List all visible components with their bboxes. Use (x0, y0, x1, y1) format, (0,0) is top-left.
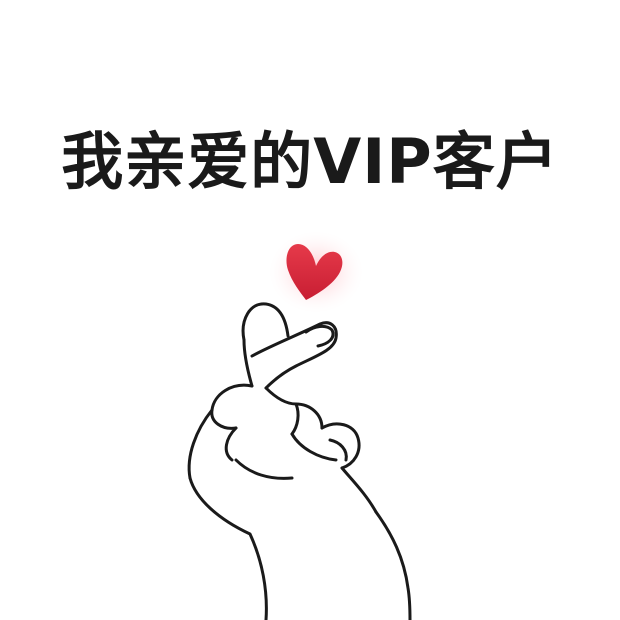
heart-icon (270, 232, 362, 312)
caption-text: 我亲爱的VIP客户 (61, 125, 559, 198)
finger-heart-hand-icon (187, 302, 412, 620)
